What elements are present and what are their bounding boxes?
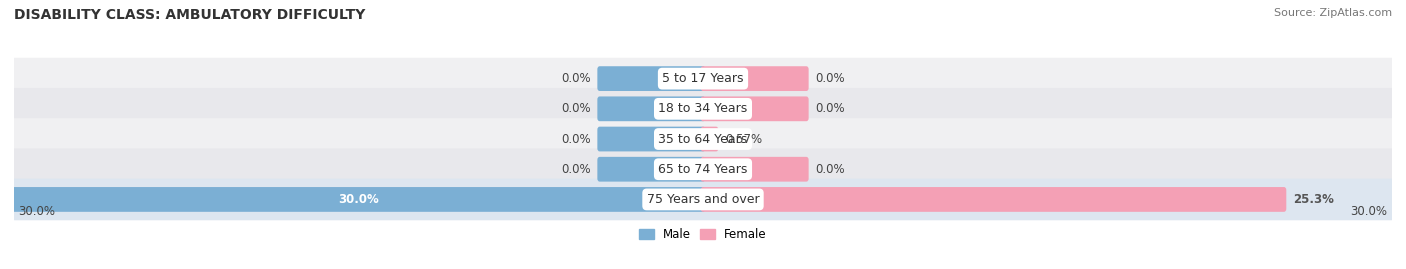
Text: 18 to 34 Years: 18 to 34 Years [658,102,748,115]
Text: 30.0%: 30.0% [1350,205,1388,218]
FancyBboxPatch shape [700,66,808,91]
Text: DISABILITY CLASS: AMBULATORY DIFFICULTY: DISABILITY CLASS: AMBULATORY DIFFICULTY [14,8,366,22]
Text: 0.0%: 0.0% [561,72,591,85]
Text: 25.3%: 25.3% [1294,193,1334,206]
FancyBboxPatch shape [598,157,706,182]
Text: 0.0%: 0.0% [561,102,591,115]
Text: 35 to 64 Years: 35 to 64 Years [658,133,748,146]
FancyBboxPatch shape [13,88,1393,130]
Text: 30.0%: 30.0% [339,193,378,206]
FancyBboxPatch shape [598,66,706,91]
FancyBboxPatch shape [11,187,706,212]
Text: 0.0%: 0.0% [815,72,845,85]
Text: 65 to 74 Years: 65 to 74 Years [658,163,748,176]
Text: 0.0%: 0.0% [815,163,845,176]
FancyBboxPatch shape [13,58,1393,100]
FancyBboxPatch shape [598,97,706,121]
Text: 0.57%: 0.57% [725,133,762,146]
FancyBboxPatch shape [700,97,808,121]
FancyBboxPatch shape [700,187,1286,212]
FancyBboxPatch shape [13,118,1393,160]
Text: 30.0%: 30.0% [18,205,56,218]
FancyBboxPatch shape [13,148,1393,190]
Text: 0.0%: 0.0% [561,133,591,146]
FancyBboxPatch shape [598,127,706,151]
Text: 0.0%: 0.0% [815,102,845,115]
Text: Source: ZipAtlas.com: Source: ZipAtlas.com [1274,8,1392,18]
FancyBboxPatch shape [700,157,808,182]
Text: 0.0%: 0.0% [561,163,591,176]
FancyBboxPatch shape [700,127,718,151]
Text: 5 to 17 Years: 5 to 17 Years [662,72,744,85]
Text: 75 Years and over: 75 Years and over [647,193,759,206]
Legend: Male, Female: Male, Female [634,223,772,246]
FancyBboxPatch shape [13,179,1393,220]
